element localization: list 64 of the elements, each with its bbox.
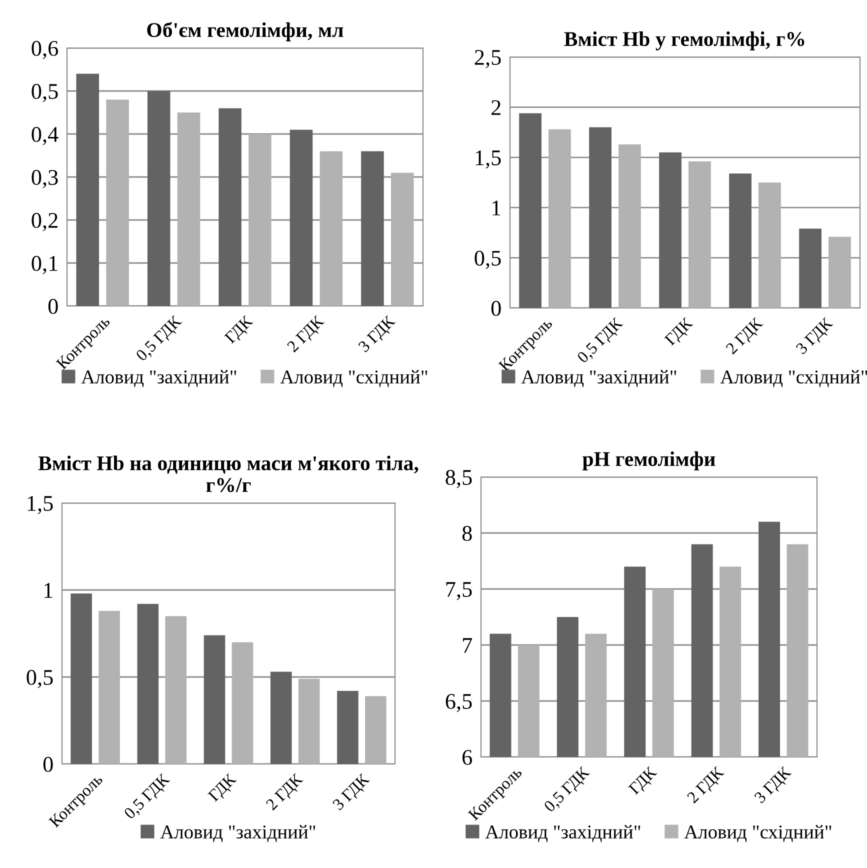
bar (98, 610, 120, 764)
bar (298, 678, 320, 764)
bar (799, 228, 822, 308)
y-tick-label: 0,2 (32, 212, 58, 232)
y-tick-label: 0,5 (26, 670, 53, 688)
y-tick-label: 0,6 (32, 40, 58, 60)
y-tick-label: 1 (492, 200, 500, 216)
chart-title: Об'єм гемолімфи, мл (147, 22, 344, 42)
y-tick-label: 0 (43, 756, 53, 772)
legend-label: Аловид "західний" (81, 370, 236, 388)
bar (204, 635, 226, 764)
bar (390, 172, 414, 306)
bar (165, 616, 187, 764)
bar (137, 604, 159, 764)
chart-title: pH гемолімфи (582, 451, 716, 470)
bar (106, 100, 129, 306)
bar (290, 130, 313, 306)
bar (337, 690, 358, 764)
bar (177, 112, 200, 306)
bar (688, 161, 711, 308)
y-tick-label: 1,5 (476, 150, 501, 169)
y-tick-label: 6,5 (446, 694, 472, 712)
bar (361, 151, 384, 306)
bar (519, 113, 542, 308)
y-tick-label: 1,5 (28, 496, 53, 514)
y-tick-label: 1 (44, 583, 52, 598)
legend-label: Аловид "східний" (720, 370, 867, 388)
y-tick-label: 0 (491, 300, 501, 316)
legend-label: Аловид "західний" (485, 825, 640, 842)
y-tick-label: 8 (462, 526, 472, 541)
bar (270, 672, 292, 764)
legend-label: Аловид "східний" (684, 825, 832, 842)
y-tick-label: 0 (48, 298, 58, 314)
y-tick-label: 0,3 (32, 170, 58, 188)
bar (828, 236, 851, 308)
chart-title: Вміст Hb у гемолімфі, г% (564, 31, 804, 50)
y-tick-label: 0,4 (32, 126, 58, 146)
bar (548, 129, 571, 308)
y-tick-label: 0,5 (32, 84, 58, 102)
bar (589, 127, 612, 308)
y-tick-label: 7,5 (446, 582, 472, 600)
y-tick-label: 8,5 (446, 470, 472, 488)
bar (232, 642, 254, 764)
bar (70, 593, 92, 764)
bar (147, 91, 170, 306)
legend-label: Аловид "західний" (521, 370, 676, 388)
y-tick-label: 0,5 (474, 250, 501, 269)
bar (758, 182, 781, 308)
y-tick-label: 2,5 (474, 50, 501, 68)
y-tick-label: 7 (463, 638, 472, 653)
y-tick-label: 2 (492, 100, 500, 115)
bar (618, 144, 641, 308)
bar (218, 108, 242, 306)
y-tick-label: 0,1 (32, 256, 58, 274)
bar (248, 134, 272, 306)
chart-title: Вміст Hb на одиницю маси м'якого тіла, г%/г (38, 456, 418, 492)
bar (76, 74, 100, 306)
bar (365, 696, 386, 764)
bar (320, 151, 343, 306)
y-tick-label: 6 (462, 750, 472, 765)
bar (659, 152, 682, 308)
bar (729, 173, 752, 308)
legend-label: Аловид "східний" (280, 370, 428, 388)
legend-label: Аловид "західний" (160, 825, 316, 842)
